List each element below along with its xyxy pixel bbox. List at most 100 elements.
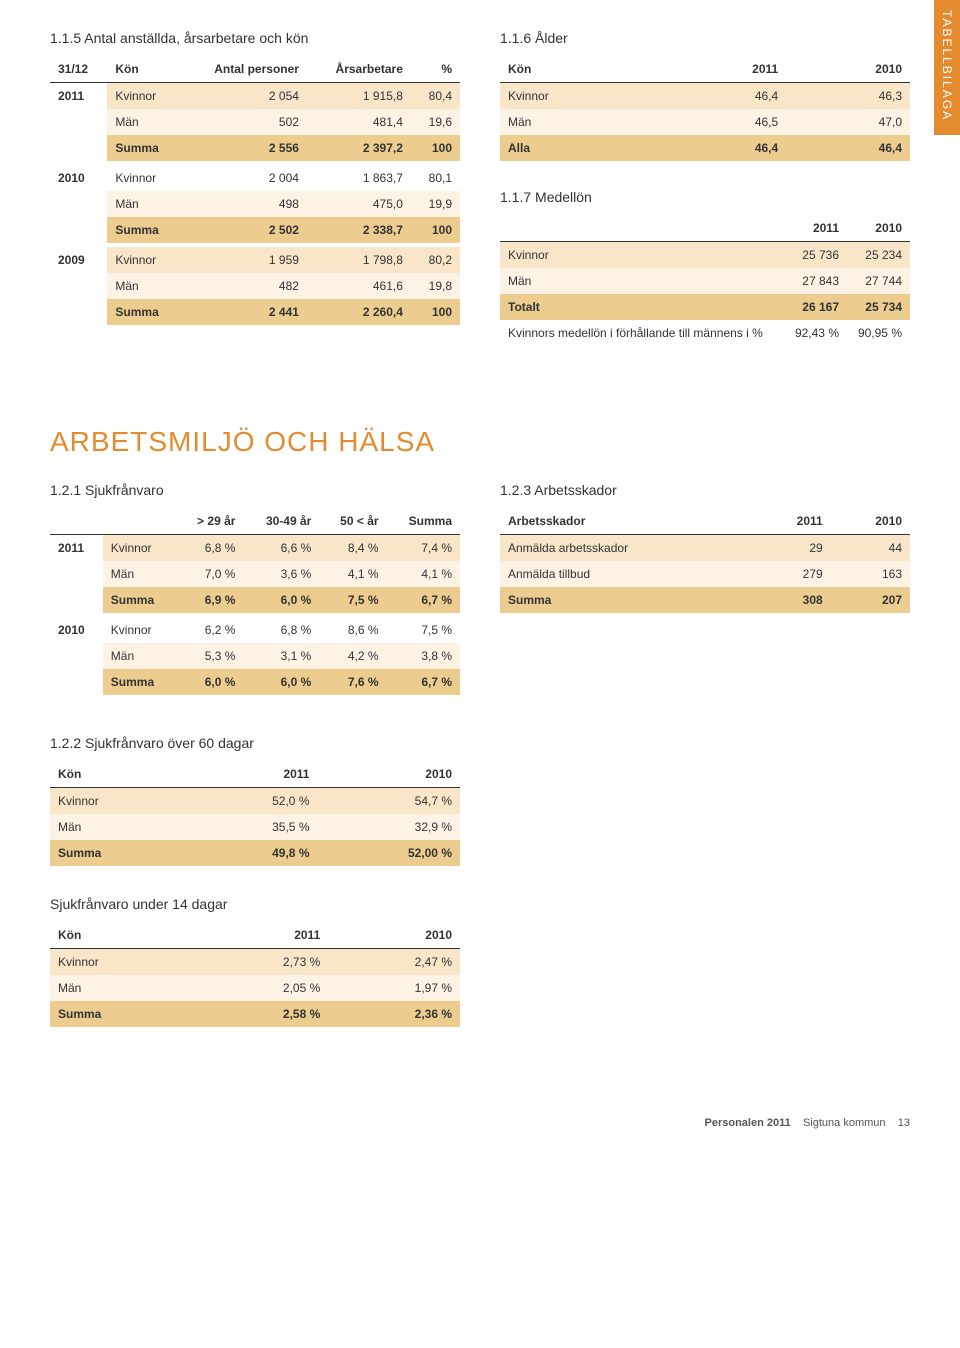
cell: 4,1 % — [319, 561, 386, 587]
cell: 498 — [181, 191, 307, 217]
cell: 2,58 % — [197, 1001, 329, 1027]
cell: 7,5 % — [319, 587, 386, 613]
footer-org: Sigtuna kommun — [803, 1117, 886, 1129]
cell: 3,1 % — [243, 643, 319, 669]
th: Kön — [50, 922, 197, 949]
cell: 27 744 — [847, 268, 910, 294]
cell: 475,0 — [307, 191, 411, 217]
cell: 100 — [411, 217, 460, 243]
section-title-123: 1.2.3 Arbetsskador — [500, 482, 910, 498]
cell: 46,4 — [664, 83, 786, 110]
cell: Totalt — [500, 294, 784, 320]
cell: 26 167 — [784, 294, 847, 320]
table-u14: Kön 2011 2010 Kvinnor2,73 %2,47 %Män2,05… — [50, 922, 460, 1027]
cell: 2,05 % — [197, 975, 329, 1001]
cell: 19,6 — [411, 109, 460, 135]
cell: Män — [500, 268, 784, 294]
cell: 8,4 % — [319, 535, 386, 562]
cell: 19,9 — [411, 191, 460, 217]
cell: 27 843 — [784, 268, 847, 294]
cell — [50, 191, 107, 217]
cell: 44 — [831, 535, 910, 562]
cell: Summa — [103, 587, 176, 613]
cell: 2009 — [50, 247, 107, 273]
cell: 47,0 — [786, 109, 910, 135]
cell: 90,95 % — [847, 320, 910, 346]
cell: 25 736 — [784, 242, 847, 269]
cell: Män — [107, 109, 181, 135]
table-row: Summa2 5022 338,7100 — [50, 217, 460, 243]
cell: 163 — [831, 561, 910, 587]
table-row: Män46,547,0 — [500, 109, 910, 135]
table-row: Summa2,58 %2,36 % — [50, 1001, 460, 1027]
cell: 6,7 % — [387, 587, 460, 613]
cell: 52,00 % — [317, 840, 460, 866]
th: Kön — [107, 56, 181, 83]
cell: Summa — [50, 1001, 197, 1027]
cell — [50, 643, 103, 669]
cell: 92,43 % — [784, 320, 847, 346]
cell — [50, 669, 103, 695]
cell: Män — [103, 561, 176, 587]
th: 2010 — [786, 56, 910, 83]
section-heading: ARBETSMILJÖ OCH HÄLSA — [50, 426, 910, 458]
th: 2010 — [847, 215, 910, 242]
th: 2011 — [191, 761, 318, 788]
cell: 7,5 % — [387, 617, 460, 643]
table-row: Summa6,9 %6,0 %7,5 %6,7 % — [50, 587, 460, 613]
section-title-121: 1.2.1 Sjukfrånvaro — [50, 482, 460, 498]
cell: 4,1 % — [387, 561, 460, 587]
table-123: Arbetsskador 2011 2010 Anmälda arbetsska… — [500, 508, 910, 613]
cell: Män — [107, 191, 181, 217]
th: 2010 — [317, 761, 460, 788]
th: 30-49 år — [243, 508, 319, 535]
cell: Män — [107, 273, 181, 299]
table-row: Summa2 4412 260,4100 — [50, 299, 460, 325]
cell: 1,97 % — [328, 975, 460, 1001]
cell: 482 — [181, 273, 307, 299]
cell: 46,4 — [664, 135, 786, 161]
cell: Män — [500, 109, 664, 135]
cell: 279 — [753, 561, 831, 587]
th: Kön — [50, 761, 191, 788]
footer-page: 13 — [898, 1117, 910, 1129]
cell: 7,0 % — [176, 561, 243, 587]
cell: Summa — [500, 587, 753, 613]
cell: 2 502 — [181, 217, 307, 243]
cell: 2010 — [50, 165, 107, 191]
table-row: Män2,05 %1,97 % — [50, 975, 460, 1001]
cell: 2,47 % — [328, 949, 460, 976]
cell: 7,4 % — [387, 535, 460, 562]
table-117: 2011 2010 Kvinnor25 73625 234Män27 84327… — [500, 215, 910, 346]
cell: 2010 — [50, 617, 103, 643]
cell: 52,0 % — [191, 788, 318, 815]
table-row: Kvinnor2,73 %2,47 % — [50, 949, 460, 976]
table-row: Totalt26 16725 734 — [500, 294, 910, 320]
th — [50, 508, 103, 535]
table-row: Kvinnor52,0 %54,7 % — [50, 788, 460, 815]
cell: Kvinnor — [500, 83, 664, 110]
cell: 100 — [411, 299, 460, 325]
cell: 6,0 % — [176, 669, 243, 695]
table-row: Män35,5 %32,9 % — [50, 814, 460, 840]
cell — [50, 587, 103, 613]
cell: 29 — [753, 535, 831, 562]
table-row: Män27 84327 744 — [500, 268, 910, 294]
cell: 2 260,4 — [307, 299, 411, 325]
table-row: Summa6,0 %6,0 %7,6 %6,7 % — [50, 669, 460, 695]
table-121: > 29 år 30-49 år 50 < år Summa 2011Kvinn… — [50, 508, 460, 695]
section-title-u14: Sjukfrånvaro under 14 dagar — [50, 896, 460, 912]
cell: 46,3 — [786, 83, 910, 110]
th: Kön — [500, 56, 664, 83]
table-row: Män7,0 %3,6 %4,1 %4,1 % — [50, 561, 460, 587]
cell — [50, 299, 107, 325]
table-115: 31/12 Kön Antal personer Årsarbetare % 2… — [50, 56, 460, 325]
cell: 6,9 % — [176, 587, 243, 613]
cell: Summa — [107, 299, 181, 325]
cell: 6,2 % — [176, 617, 243, 643]
cell: Kvinnor — [107, 247, 181, 273]
cell: 4,2 % — [319, 643, 386, 669]
table-row: 2010Kvinnor6,2 %6,8 %8,6 %7,5 % — [50, 617, 460, 643]
cell: 8,6 % — [319, 617, 386, 643]
cell: 6,0 % — [243, 587, 319, 613]
